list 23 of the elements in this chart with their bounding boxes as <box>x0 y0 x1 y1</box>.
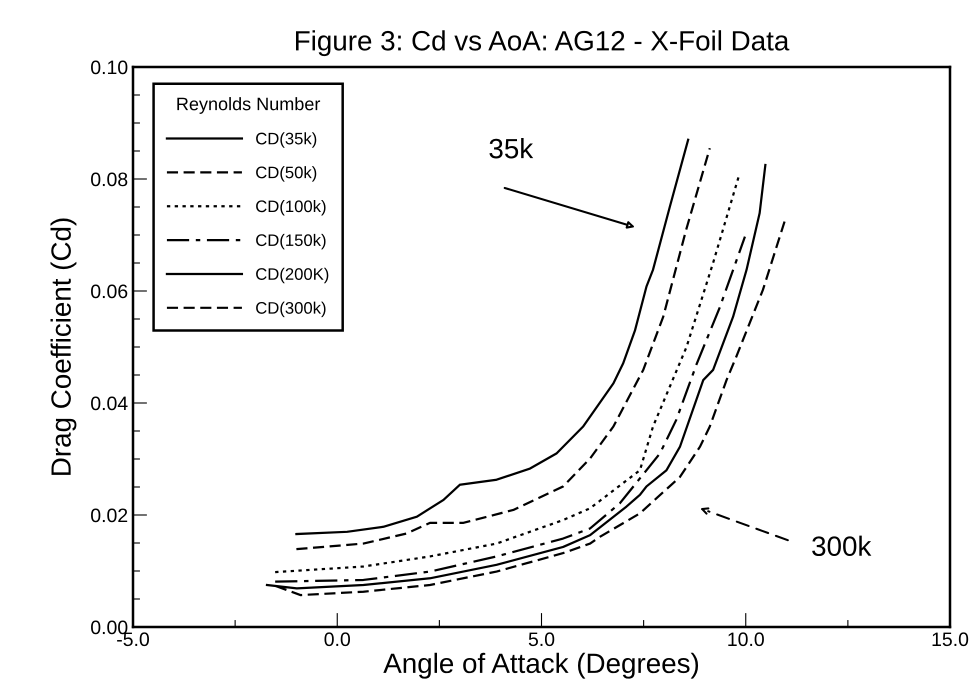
legend-label: CD(50k) <box>256 166 316 182</box>
annotation: 35k <box>489 138 534 158</box>
y-tick-label: 0.00 <box>91 620 128 634</box>
legend-label: CD(100k) <box>256 200 326 216</box>
annotation: 300k <box>812 536 872 556</box>
legend-title: Reynolds Number <box>177 97 320 114</box>
x-tick-label: -5.0 <box>117 632 149 646</box>
legend-label: CD(35k) <box>256 132 316 148</box>
y-axis-title: Drag Coefficient (Cd) <box>50 218 76 475</box>
legend-label: CD(300k) <box>256 302 326 318</box>
x-axis-title: Angle of Attack (Degrees) <box>383 652 698 679</box>
x-tick-label: 5.0 <box>528 632 554 646</box>
y-tick-label: 0.10 <box>91 60 128 74</box>
y-tick-label: 0.06 <box>91 284 128 298</box>
legend-label: CD(200K) <box>256 268 328 284</box>
y-tick-label: 0.02 <box>91 508 128 522</box>
chart-title: Figure 3: Cd vs AoA: AG12 - X-Foil Data <box>296 30 790 56</box>
x-tick-label: 0.0 <box>324 632 350 646</box>
y-tick-label: 0.04 <box>91 396 128 410</box>
x-tick-label: 10.0 <box>728 632 764 646</box>
y-tick-label: 0.08 <box>91 172 128 186</box>
legend-label: CD(150k) <box>256 234 326 250</box>
x-tick-label: 15.0 <box>932 632 968 646</box>
